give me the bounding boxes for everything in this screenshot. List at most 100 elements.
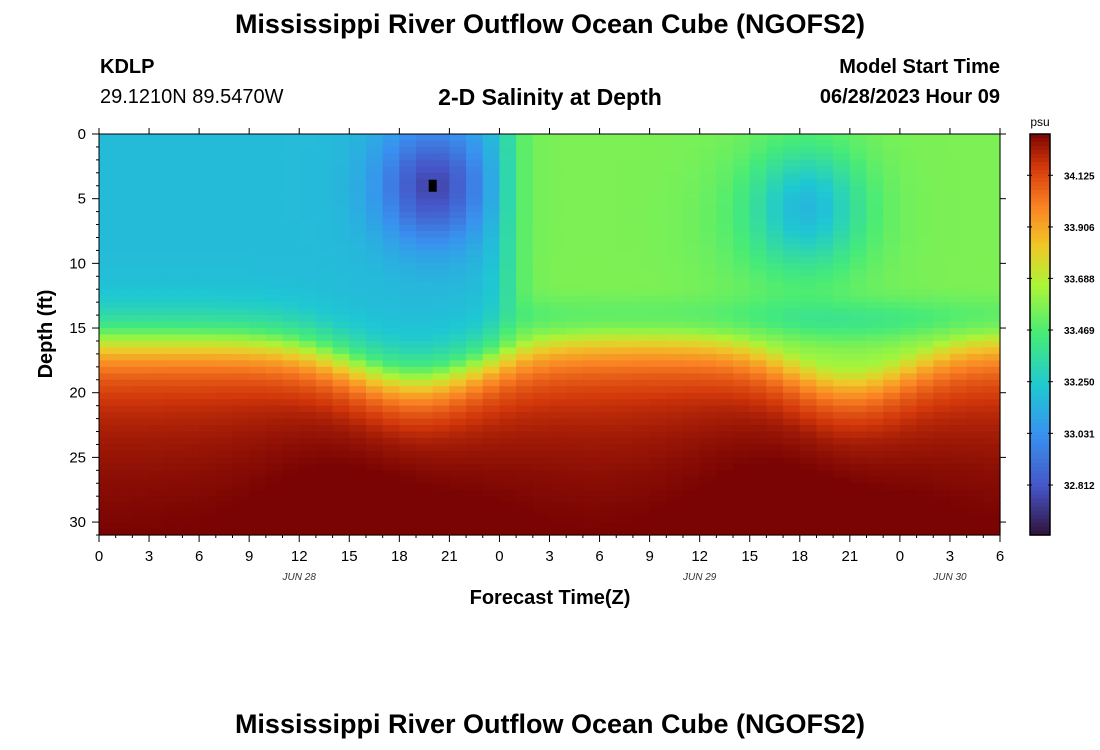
heatmap-cell	[449, 166, 467, 174]
heatmap-cell	[499, 334, 517, 342]
heatmap-cell	[99, 450, 117, 458]
heatmap-cell	[416, 231, 434, 239]
heatmap-cell	[349, 289, 367, 297]
heatmap-cell	[299, 347, 317, 355]
heatmap-cell	[566, 476, 584, 484]
heatmap-cell	[899, 470, 918, 478]
heatmap-cell	[532, 360, 551, 368]
heatmap-cell	[766, 366, 784, 374]
heatmap-cell	[249, 437, 267, 446]
heatmap-cell	[849, 392, 868, 400]
heatmap-cell	[416, 425, 434, 433]
heatmap-cell	[482, 237, 501, 245]
heatmap-cell	[399, 308, 417, 316]
heatmap-cell	[432, 276, 450, 284]
heatmap-cell	[799, 179, 818, 187]
heatmap-cell	[199, 328, 217, 336]
heatmap-cell	[149, 166, 167, 174]
heatmap-cell	[315, 243, 334, 252]
heatmap-cell	[883, 269, 901, 277]
heatmap-cell	[833, 360, 851, 368]
colorbar-segment	[1030, 494, 1050, 500]
heatmap-cell	[499, 256, 517, 264]
heatmap-cell	[916, 360, 934, 368]
heatmap-cell	[532, 276, 551, 284]
heatmap-cell	[916, 185, 934, 193]
colorbar-segment	[1030, 238, 1050, 243]
heatmap-cell	[716, 334, 734, 342]
heatmap-cell	[332, 489, 350, 497]
heatmap-cell	[332, 340, 350, 349]
heatmap-cell	[783, 353, 801, 361]
heatmap-cell	[332, 282, 350, 290]
heatmap-cell	[132, 250, 150, 258]
heatmap-cell	[916, 463, 934, 471]
heatmap-cell	[532, 237, 551, 245]
heatmap-cell	[949, 146, 968, 155]
heatmap-cell	[933, 211, 951, 219]
heatmap-cell	[466, 159, 484, 167]
heatmap-cell	[549, 159, 567, 167]
heatmap-cell	[916, 405, 934, 413]
heatmap-cell	[682, 231, 701, 239]
heatmap-cell	[649, 289, 667, 297]
heatmap-cell	[966, 328, 984, 336]
heatmap-cell	[816, 502, 834, 510]
heatmap-cell	[332, 146, 350, 155]
heatmap-cell	[566, 282, 584, 290]
heatmap-cell	[616, 437, 634, 446]
x-axis-label: Forecast Time(Z)	[470, 587, 631, 609]
heatmap-cell	[199, 509, 217, 517]
heatmap-cell	[282, 476, 300, 484]
heatmap-cell	[582, 392, 601, 400]
heatmap-cell	[883, 489, 901, 497]
heatmap-cell	[649, 159, 667, 167]
heatmap-cell	[866, 489, 884, 497]
heatmap-cell	[849, 185, 868, 193]
heatmap-cell	[632, 450, 651, 458]
heatmap-cell	[783, 302, 801, 310]
heatmap-cell	[115, 289, 133, 297]
heatmap-cell	[516, 198, 534, 206]
heatmap-cell	[799, 496, 818, 504]
heatmap-cell	[716, 179, 734, 187]
heatmap-cell	[482, 276, 501, 284]
heatmap-cell	[482, 470, 501, 478]
heatmap-cell	[382, 328, 400, 336]
heatmap-cell	[632, 502, 651, 510]
heatmap-cell	[699, 146, 717, 155]
heatmap-cell	[933, 399, 951, 407]
heatmap-cell	[215, 418, 234, 426]
heatmap-cell	[149, 470, 167, 478]
heatmap-cell	[833, 366, 851, 374]
heatmap-cell	[699, 483, 717, 491]
heatmap-cell	[265, 295, 284, 303]
heatmap-cell	[666, 347, 684, 355]
heatmap-cell	[949, 496, 968, 504]
heatmap-cell	[199, 243, 217, 252]
heatmap-cell	[449, 185, 467, 193]
heatmap-cell	[365, 243, 384, 252]
heatmap-cell	[349, 218, 367, 226]
heatmap-cell	[582, 237, 601, 245]
heatmap-cell	[883, 205, 901, 213]
heatmap-cell	[432, 146, 450, 155]
heatmap-cell	[432, 418, 450, 426]
heatmap-cell	[716, 250, 734, 258]
heatmap-cell	[933, 489, 951, 497]
heatmap-cell	[432, 476, 450, 484]
heatmap-cell	[132, 386, 150, 394]
model-start-value: 06/28/2023 Hour 09	[819, 86, 1000, 108]
heatmap-cell	[699, 509, 717, 517]
heatmap-cell	[883, 340, 901, 349]
heatmap-cell	[382, 231, 400, 239]
heatmap-cell	[115, 418, 133, 426]
heatmap-cell	[466, 509, 484, 517]
heatmap-cell	[883, 302, 901, 310]
heatmap-cell	[282, 198, 300, 206]
heatmap-cell	[516, 205, 534, 213]
heatmap-cell	[232, 437, 250, 446]
heatmap-cell	[799, 360, 818, 368]
heatmap-cell	[349, 224, 367, 232]
heatmap-cell	[582, 243, 601, 252]
